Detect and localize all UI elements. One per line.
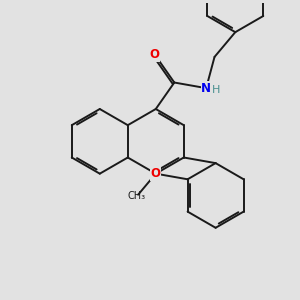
Text: N: N — [201, 82, 211, 94]
Text: N: N — [151, 169, 160, 179]
Text: O: O — [151, 167, 161, 180]
Text: CH₃: CH₃ — [128, 191, 146, 201]
Text: O: O — [150, 48, 160, 62]
Text: H: H — [212, 85, 221, 95]
